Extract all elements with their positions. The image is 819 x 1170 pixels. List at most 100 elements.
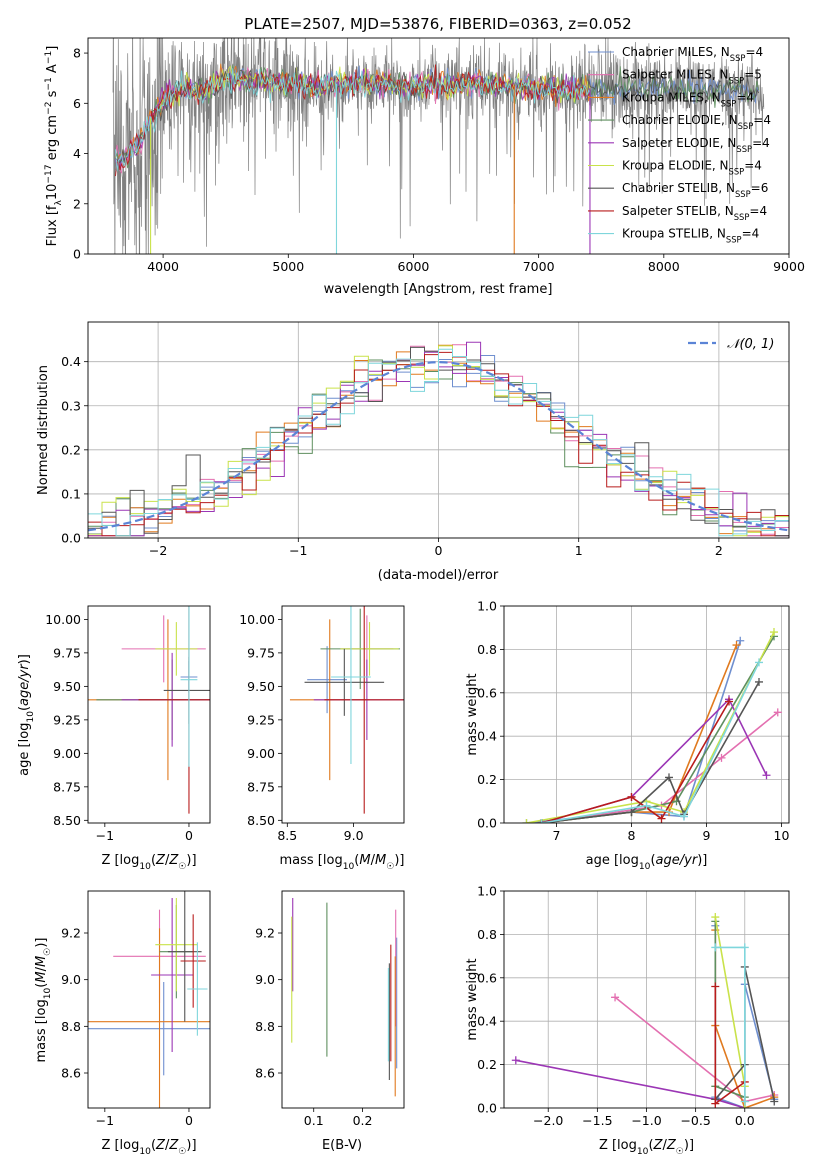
y-tick-label: 8.50	[53, 813, 81, 828]
y-tick-label: 8.6	[61, 1066, 81, 1081]
legend-entry: Chabrier ELODIE, NSSP=4	[622, 113, 771, 131]
x-tick-label: 0.0	[735, 1113, 755, 1128]
panel-weight_vs_age: 7 8 9 10 0.0 0.2 0.4 0.6 0.8 1.0 age [log10(age/yr…	[465, 599, 789, 873]
legend-entry: Chabrier STELIB, NSSP=6	[622, 181, 768, 199]
weight-marker	[642, 801, 651, 810]
y-tick-label: 1.0	[477, 599, 497, 614]
y-tick-label: 0.2	[61, 442, 81, 457]
weight-series-4	[515, 1059, 746, 1108]
y-tick-label: 9.0	[255, 972, 275, 987]
model-spectrum-5	[157, 65, 592, 111]
plot-area	[88, 606, 210, 814]
plot-layer: 4000 5000 6000 7000 8000 900002468wavelength …	[17, 37, 805, 1157]
weight-marker	[736, 636, 745, 645]
x-tick-label: 0	[185, 828, 193, 843]
x-tick-label: 9.0	[344, 828, 364, 843]
x-axis-label: age [log10(age/yr)]	[586, 853, 708, 872]
x-tick-label: −1	[96, 1113, 114, 1128]
y-axis-label: age [log10(age/yr)]	[17, 654, 36, 776]
x-tick-label: −1.0	[631, 1113, 661, 1128]
weight-series-5	[526, 631, 775, 823]
legend-entry: Kroupa ELODIE, NSSP=4	[622, 159, 762, 177]
x-tick-label: 7	[553, 828, 561, 843]
weight-marker	[627, 792, 636, 801]
x-tick-label: −0.5	[680, 1113, 710, 1128]
model-spectrum-8	[115, 68, 591, 172]
y-tick-label: 6	[73, 96, 81, 111]
y-tick-label: 9.00	[247, 746, 275, 761]
axes-frame	[281, 605, 405, 824]
y-tick-label: 0.0	[477, 816, 497, 831]
axes-frame	[87, 605, 211, 824]
y-tick-label: 9.00	[53, 746, 81, 761]
y-tick-label: 0.6	[477, 970, 497, 985]
x-tick-label: 9	[703, 828, 711, 843]
x-tick-label: −2	[149, 543, 167, 558]
plot-area	[291, 898, 398, 1097]
axes-frame	[503, 890, 790, 1109]
x-tick-label: 0.1	[304, 1113, 324, 1128]
plot-area	[504, 606, 789, 823]
weight-marker	[657, 814, 666, 823]
panel-age_vs_Z: −1 0 8.50 8.75 9.00 9.25 9.50 9.75 10.00 Z [log10…	[17, 605, 211, 872]
y-tick-label: 9.2	[61, 926, 81, 941]
weight-series-1	[541, 711, 779, 823]
weight-marker	[755, 658, 763, 667]
panel-age_vs_mass: 8.5 9.0 8.50 8.75 9.00 9.25 9.50 9.75 10.00 mass …	[239, 605, 405, 872]
y-tick-label: 2	[73, 196, 81, 211]
reference-gaussian	[88, 360, 789, 532]
histogram-8	[88, 348, 789, 537]
x-tick-label: 0	[435, 543, 443, 558]
plot-area	[504, 891, 789, 1108]
legend-entry: Chabrier MILES, NSSP=4	[622, 45, 763, 63]
x-tick-label: 0.2	[353, 1113, 373, 1128]
weight-marker	[732, 641, 741, 650]
y-tick-label: 4	[73, 146, 81, 161]
legend-entry: Salpeter ELODIE, NSSP=4	[622, 136, 770, 154]
axes-frame	[87, 37, 790, 255]
x-axis-label: (data-model)/error	[378, 568, 499, 583]
figure-title: PLATE=2507, MJD=53876, FIBERID=0363, z=0…	[244, 15, 631, 33]
y-tick-label: 0.8	[477, 642, 497, 657]
legend-entry: Salpeter MILES, NSSP=5	[622, 68, 762, 86]
y-tick-label: 9.75	[247, 645, 275, 660]
y-axis-label: Flux [fλ10−17 erg cm−2 s−1 A−1]	[44, 46, 64, 247]
y-axis-label: mass [log10(M/M☉)]	[34, 938, 53, 1063]
y-tick-label: 9.25	[247, 712, 275, 727]
x-tick-label: 7000	[523, 259, 555, 274]
weight-marker	[711, 982, 720, 991]
x-tick-label: 2	[715, 543, 723, 558]
legend-entry: 𝒩(0, 1)	[727, 337, 774, 352]
weight-series-2	[541, 644, 738, 823]
panel-residuals: −2 −1 0 1 2 0.0 0.1 0.2 0.3 0.4 𝒩(0, 1) (data-model…	[36, 321, 790, 583]
weight-marker	[522, 819, 531, 823]
weight-marker	[770, 1097, 779, 1106]
y-tick-label: 9.50	[53, 679, 81, 694]
y-tick-label: 9.75	[53, 645, 81, 660]
panel-mass_vs_Z: −1 0 8.6 8.8 9.0 9.2 Z [log10(Z/Z☉)] mass [log1…	[34, 890, 211, 1157]
axes-frame	[87, 890, 211, 1109]
y-tick-label: 8.8	[61, 1019, 81, 1034]
weight-series-5	[714, 916, 746, 1108]
x-axis-label: Z [log10(Z/Z☉)]	[101, 1138, 196, 1157]
x-tick-label: 5000	[272, 259, 304, 274]
y-tick-label: 0.1	[61, 486, 81, 501]
x-tick-label: 8.5	[277, 828, 297, 843]
weight-marker	[611, 993, 620, 1002]
x-axis-label: Z [log10(Z/Z☉)]	[101, 853, 196, 872]
y-axis-label: mass weight	[465, 673, 480, 755]
weight-marker	[740, 1097, 749, 1106]
weight-marker	[725, 697, 733, 706]
weight-series-3	[541, 635, 775, 823]
y-axis-label: Normed distribution	[36, 365, 51, 495]
y-tick-label: 0.4	[477, 729, 497, 744]
weight-marker	[717, 753, 726, 762]
y-tick-label: 1.0	[477, 884, 497, 899]
y-tick-label: 9.25	[53, 712, 81, 727]
y-tick-label: 0.0	[477, 1101, 497, 1116]
y-tick-label: 8.6	[255, 1066, 275, 1081]
weight-series-3	[714, 921, 746, 1108]
y-tick-label: 8.50	[247, 813, 275, 828]
x-axis-label: mass [log10(M/M☉)]	[280, 853, 405, 872]
y-axis-label: mass weight	[465, 958, 480, 1040]
